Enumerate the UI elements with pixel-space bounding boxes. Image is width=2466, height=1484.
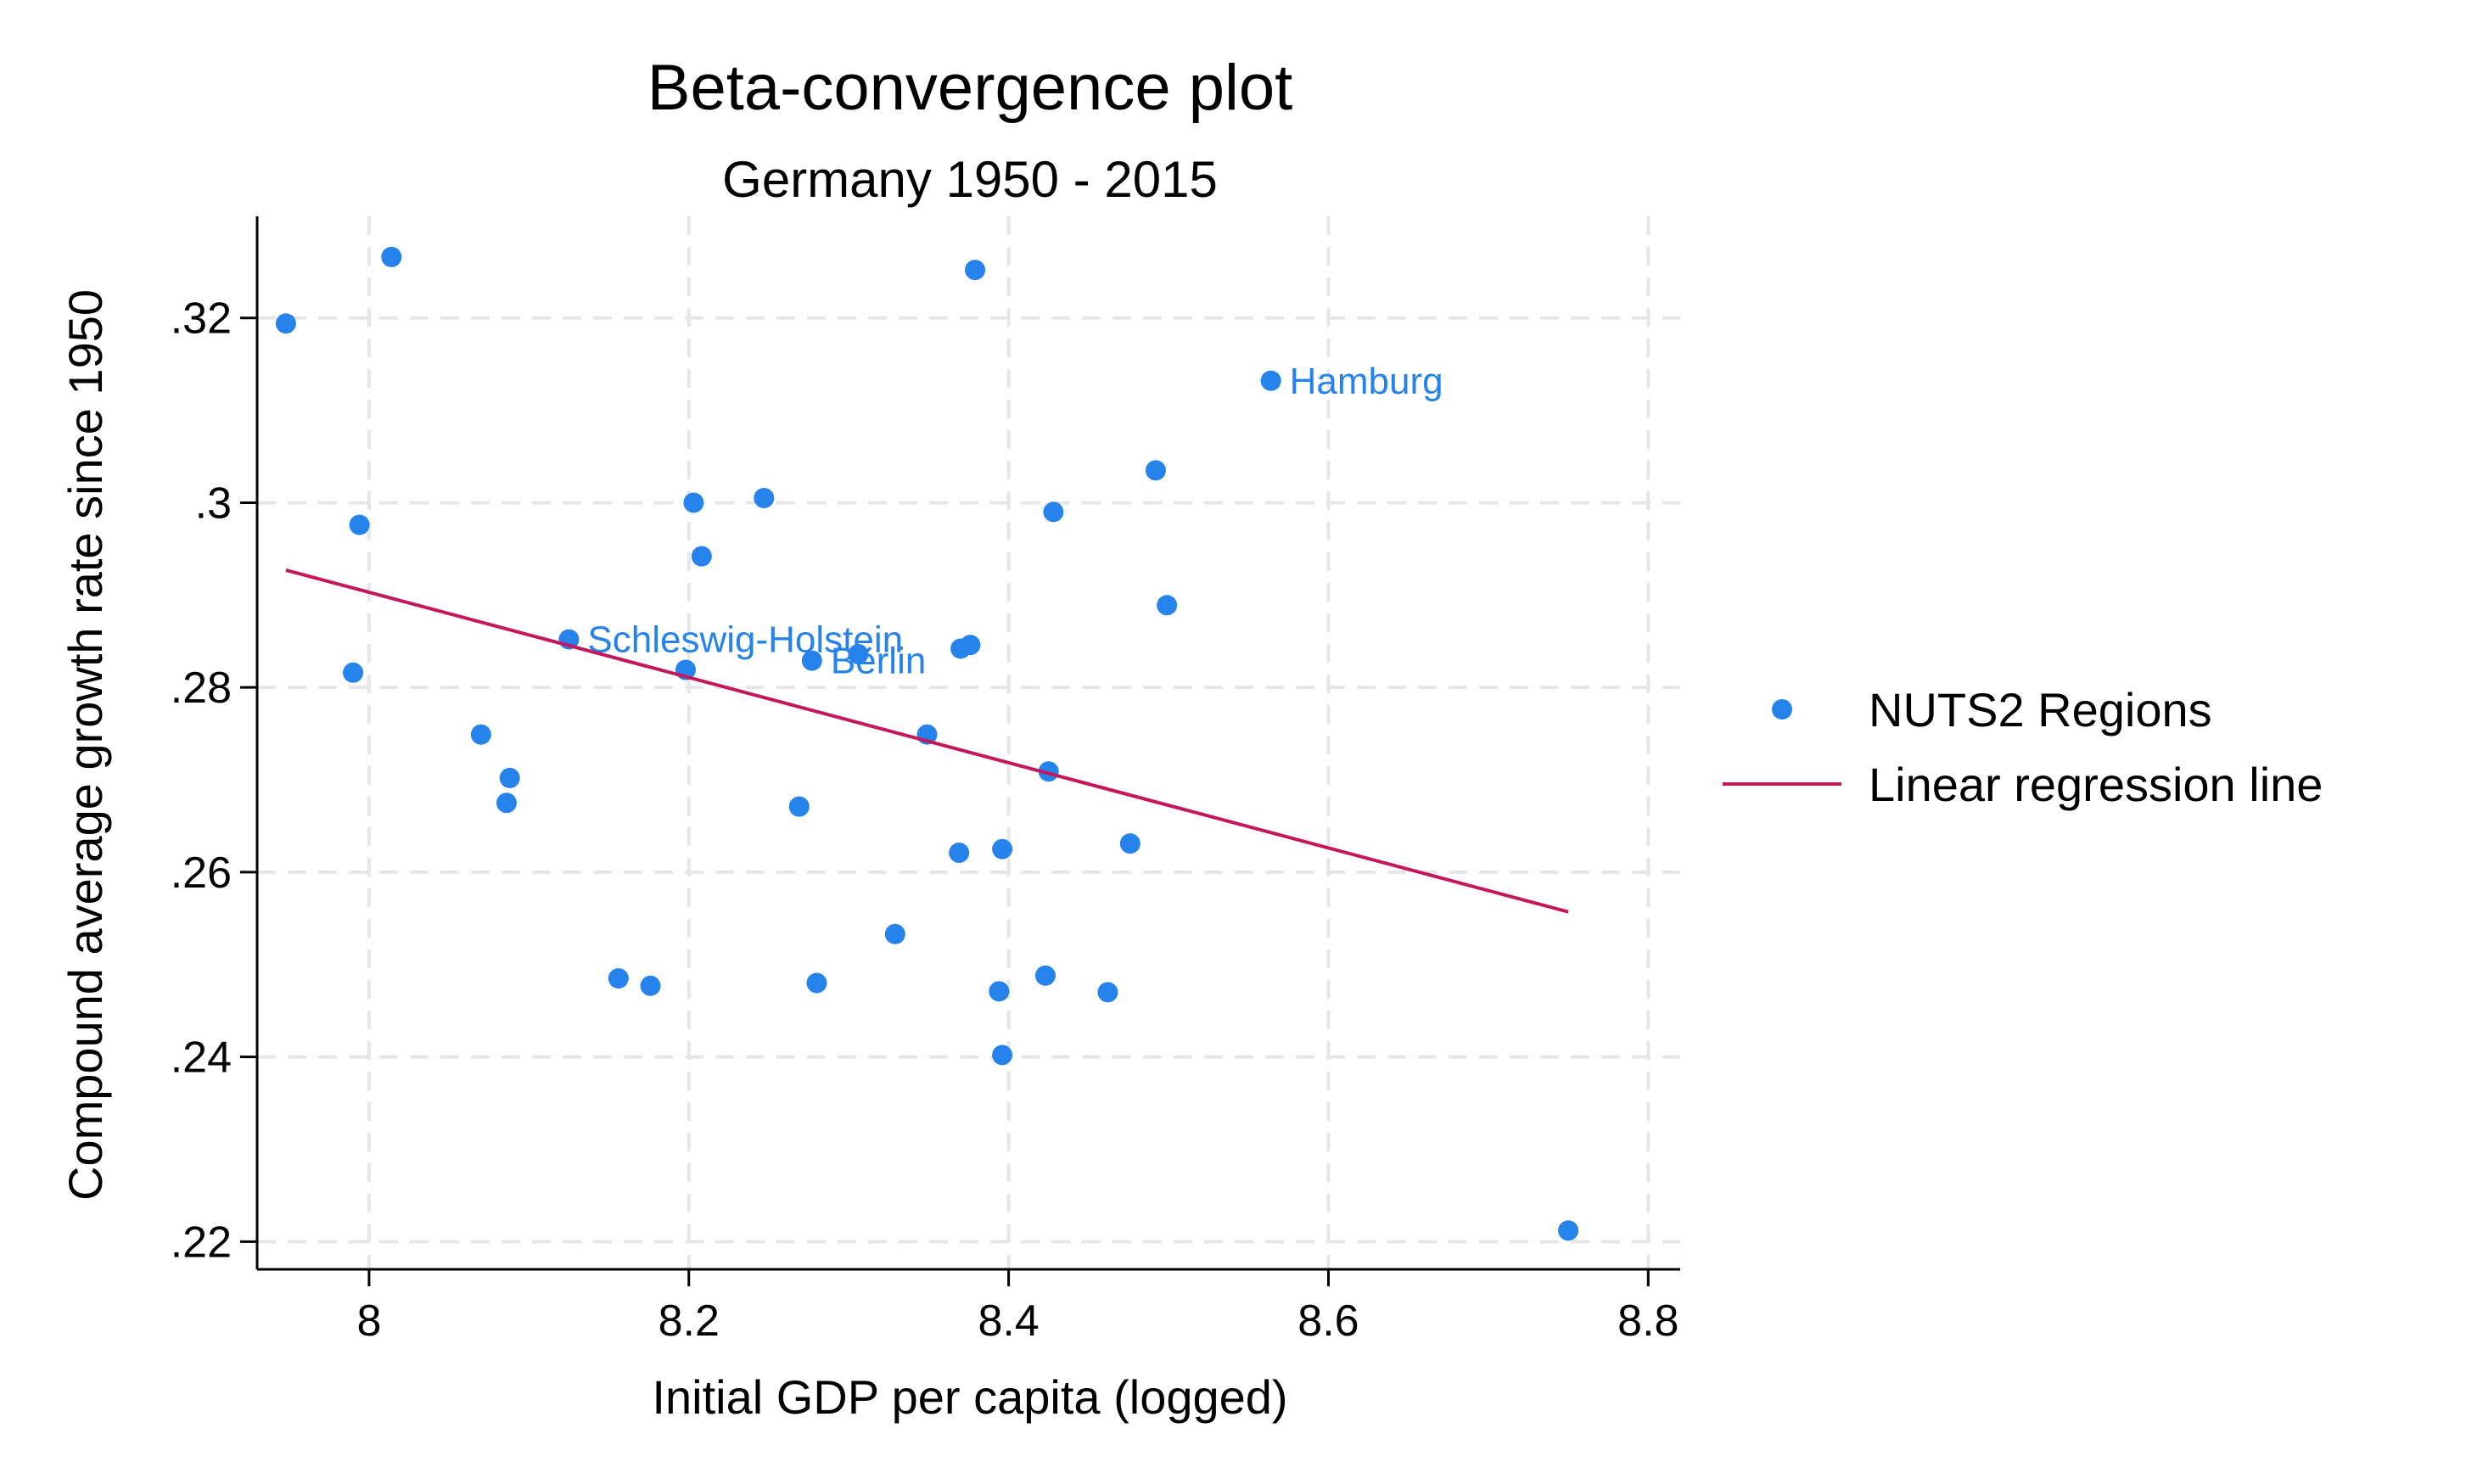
grid-lines	[257, 216, 1680, 1269]
data-point	[788, 796, 810, 817]
legend-point-swatch	[1772, 699, 1792, 720]
point-label: Berlin	[831, 641, 927, 682]
data-point	[499, 767, 520, 788]
data-point	[381, 246, 402, 267]
data-point	[683, 492, 704, 513]
data-point	[989, 981, 1010, 1002]
data-point	[275, 313, 296, 334]
data-point	[965, 260, 986, 281]
data-point	[1145, 460, 1166, 481]
data-point	[608, 968, 629, 989]
x-tick-label: 8.4	[978, 1296, 1039, 1346]
legend: NUTS2 Regions Linear regression line	[1723, 683, 2323, 811]
data-point	[1038, 761, 1059, 782]
data-point	[1119, 833, 1141, 854]
axis-ticks: 8 8.2 8.4 8.6 8.8 .22 .24 .26 .28 .3 .32	[171, 294, 1679, 1346]
point-label: Hamburg	[1290, 361, 1443, 402]
chart-title: Beta-convergence plot	[647, 52, 1292, 124]
data-point	[1043, 501, 1064, 523]
data-point	[806, 972, 827, 994]
data-point	[496, 792, 517, 814]
data-point	[1034, 965, 1056, 986]
y-tick-label: .26	[171, 848, 232, 898]
y-tick-label: .32	[171, 294, 232, 344]
data-point	[949, 843, 970, 864]
data-point	[992, 1044, 1013, 1066]
x-tick-label: 8.8	[1617, 1296, 1679, 1346]
y-tick-label: .28	[171, 664, 232, 713]
y-tick-label: .24	[171, 1033, 232, 1083]
axes	[255, 216, 1680, 1271]
legend-label: Linear regression line	[1869, 758, 2323, 811]
data-point	[801, 650, 822, 671]
regression-line	[285, 568, 1569, 914]
data-point	[754, 488, 775, 509]
data-point	[1260, 370, 1281, 391]
data-point	[691, 546, 712, 567]
data-point	[349, 514, 370, 535]
data-point	[848, 643, 869, 664]
x-tick-label: 8.2	[659, 1296, 720, 1346]
x-tick-label: 8.6	[1297, 1296, 1359, 1346]
data-point	[960, 635, 981, 656]
y-axis-title: Compound average growth rate since 1950	[59, 289, 112, 1201]
y-tick-label: .22	[171, 1218, 232, 1267]
chart-subtitle: Germany 1950 - 2015	[722, 151, 1218, 208]
x-tick-label: 8	[356, 1296, 381, 1346]
legend-label: NUTS2 Regions	[1869, 683, 2212, 736]
x-axis-title: Initial GDP per capita (logged)	[652, 1370, 1287, 1424]
data-point	[1558, 1220, 1579, 1241]
data-point	[992, 838, 1013, 860]
data-point	[343, 662, 364, 683]
data-point	[884, 923, 905, 944]
data-point	[1097, 982, 1118, 1003]
data-point	[640, 975, 661, 996]
data-point	[1157, 595, 1178, 616]
y-tick-label: .3	[195, 479, 232, 528]
data-point	[470, 724, 491, 745]
